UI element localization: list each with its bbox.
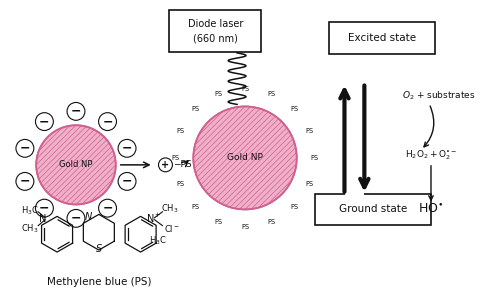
Text: −: −	[102, 202, 113, 215]
FancyBboxPatch shape	[170, 10, 261, 52]
Text: −: −	[102, 115, 113, 128]
Text: PS: PS	[214, 219, 222, 225]
Text: PS: PS	[290, 106, 298, 112]
Circle shape	[36, 125, 116, 204]
Text: +: +	[162, 160, 170, 170]
Text: −: −	[39, 202, 50, 215]
Text: N: N	[84, 212, 91, 222]
Text: −: −	[122, 142, 132, 155]
Text: PS: PS	[268, 91, 276, 97]
Text: $\mathregular{HO^{\bullet}}$: $\mathregular{HO^{\bullet}}$	[418, 203, 444, 216]
Circle shape	[67, 209, 85, 227]
Circle shape	[36, 199, 54, 217]
Text: PS: PS	[214, 91, 222, 97]
Text: CH$_3$: CH$_3$	[22, 222, 39, 235]
Text: H$_3$C: H$_3$C	[148, 234, 166, 247]
Text: N$^+$: N$^+$	[146, 212, 162, 225]
Text: −: −	[70, 105, 81, 118]
Text: PS: PS	[268, 219, 276, 225]
FancyBboxPatch shape	[328, 22, 435, 54]
Circle shape	[36, 113, 54, 131]
Text: H$_3$C: H$_3$C	[22, 204, 39, 217]
Text: −PS: −PS	[174, 160, 192, 169]
Text: (660 nm): (660 nm)	[193, 33, 238, 43]
Circle shape	[98, 113, 116, 131]
Circle shape	[67, 102, 85, 120]
Text: PS: PS	[306, 182, 314, 188]
Circle shape	[194, 107, 296, 209]
Bar	[346, 83, 364, 194]
Text: PS: PS	[306, 129, 314, 134]
Text: PS: PS	[172, 155, 179, 161]
Text: −: −	[70, 212, 81, 225]
Circle shape	[98, 199, 116, 217]
Text: Ground state: Ground state	[338, 204, 407, 214]
Text: PS: PS	[241, 85, 249, 92]
Text: −: −	[20, 175, 30, 188]
Text: PS: PS	[241, 224, 249, 230]
Text: Diode laser: Diode laser	[188, 19, 243, 29]
Text: Gold NP: Gold NP	[227, 154, 263, 163]
Text: Methylene blue (PS): Methylene blue (PS)	[46, 277, 151, 287]
Circle shape	[158, 158, 172, 172]
Text: −: −	[122, 175, 132, 188]
Circle shape	[16, 139, 34, 157]
Circle shape	[118, 139, 136, 157]
Text: $\mathregular{H_2O_2 + O_2^{\bullet-}}$: $\mathregular{H_2O_2 + O_2^{\bullet-}}$	[404, 148, 458, 162]
Text: Excited state: Excited state	[348, 33, 416, 43]
Text: Gold NP: Gold NP	[59, 160, 92, 169]
Text: Cl$^-$: Cl$^-$	[164, 223, 180, 234]
Text: −: −	[20, 142, 30, 155]
Text: PS: PS	[176, 182, 185, 188]
Text: PS: PS	[310, 155, 318, 161]
Text: PS: PS	[176, 129, 185, 134]
FancyBboxPatch shape	[314, 194, 431, 225]
Circle shape	[118, 172, 136, 190]
Text: −: −	[39, 115, 50, 128]
Text: S: S	[96, 244, 102, 254]
Text: CH$_3$: CH$_3$	[160, 203, 178, 215]
Text: PS: PS	[192, 204, 200, 210]
Circle shape	[16, 172, 34, 190]
Text: PS: PS	[192, 106, 200, 112]
Text: N: N	[39, 214, 46, 224]
Text: $O_2$ + substrates: $O_2$ + substrates	[402, 89, 475, 102]
Text: PS: PS	[290, 204, 298, 210]
